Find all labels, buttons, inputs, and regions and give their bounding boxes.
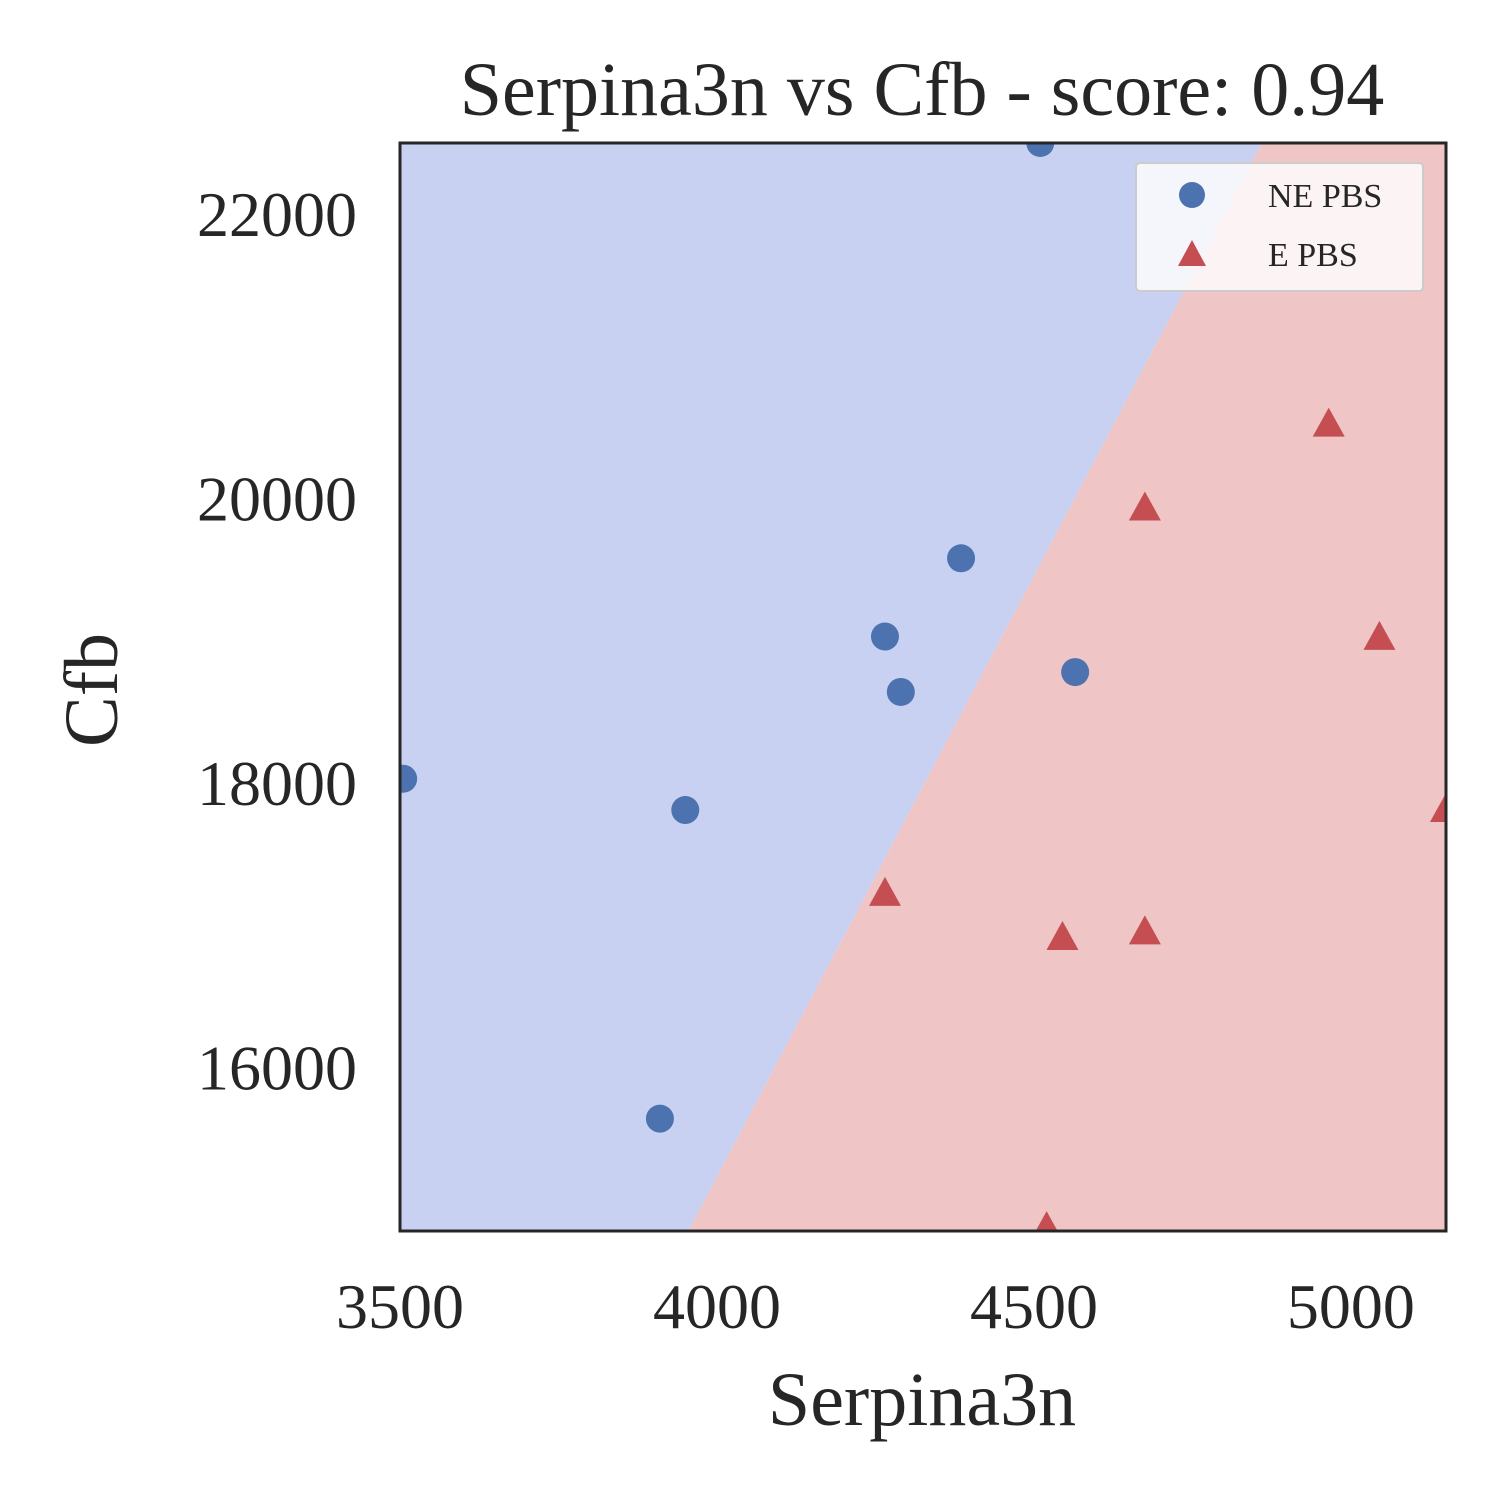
y-ticks: 16000 18000 20000 22000	[197, 179, 357, 1103]
e-pbs-point	[1430, 793, 1446, 823]
legend-label-e-pbs: E PBS	[1268, 237, 1358, 274]
legend-box	[1135, 162, 1424, 292]
e-pbs-point	[1035, 1211, 1058, 1231]
ne-pbs-point	[886, 677, 915, 706]
x-ticks: 3500 4000 4500 5000	[336, 1271, 1415, 1342]
data-points	[400, 143, 1446, 1231]
y-tick-label: 20000	[197, 464, 357, 535]
ne-pbs-point	[645, 1104, 674, 1133]
decision-region-e	[688, 143, 1446, 1231]
y-tick-label: 22000	[197, 179, 357, 250]
x-axis-label: Serpina3n	[768, 1358, 1076, 1442]
ne-pbs-point	[1061, 658, 1090, 687]
x-tick-label: 4000	[653, 1271, 781, 1342]
x-tick-label: 4500	[970, 1271, 1098, 1342]
legend-marker-e-pbs	[1178, 240, 1206, 266]
y-axis-label: Cfb	[50, 633, 134, 747]
x-tick-label: 3500	[336, 1271, 464, 1342]
e-pbs-point	[868, 876, 901, 906]
chart-title: Serpina3n vs Cfb - score: 0.94	[460, 48, 1385, 132]
legend-marker-ne-pbs	[1179, 182, 1205, 208]
y-tick-label: 16000	[197, 1032, 357, 1103]
plot-frame	[398, 141, 1448, 1233]
ne-pbs-point	[1026, 143, 1055, 157]
decision-region-ne	[400, 143, 1263, 1231]
x-tick-label: 5000	[1287, 1271, 1415, 1342]
ne-pbs-point	[870, 622, 899, 651]
e-pbs-point	[1363, 620, 1396, 650]
e-pbs-point	[1128, 915, 1161, 945]
e-pbs-point	[1046, 921, 1079, 951]
e-pbs-point	[1128, 491, 1161, 521]
ne-pbs-point	[947, 544, 976, 573]
e-pbs-point	[1312, 407, 1345, 437]
legend: NE PBS E PBS	[1135, 162, 1424, 292]
legend-label-ne-pbs: NE PBS	[1268, 178, 1382, 215]
ne-pbs-point	[400, 764, 418, 793]
y-tick-label: 18000	[197, 748, 357, 819]
plot-area	[400, 143, 1446, 1231]
ne-pbs-point	[671, 796, 700, 825]
